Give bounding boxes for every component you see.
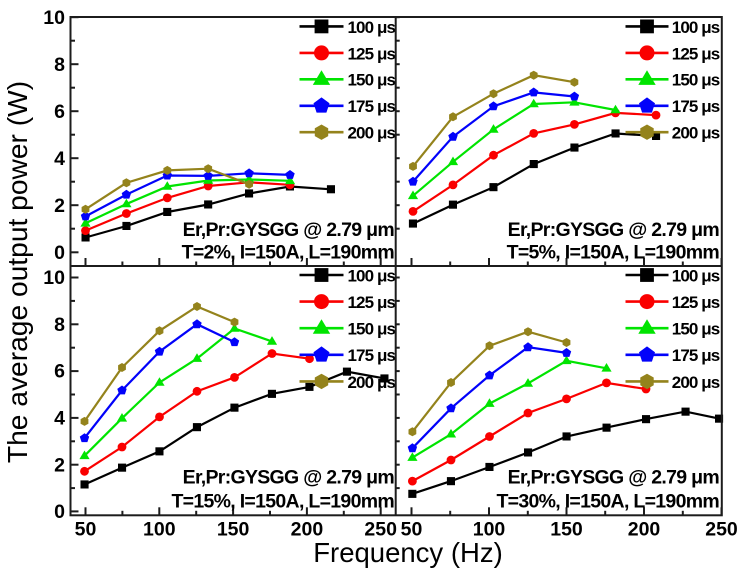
svg-text:8: 8 bbox=[54, 54, 65, 76]
svg-text:200 μs: 200 μs bbox=[672, 373, 720, 392]
svg-text:100: 100 bbox=[143, 519, 176, 541]
svg-text:150 μs: 150 μs bbox=[672, 320, 720, 339]
svg-text:100 μs: 100 μs bbox=[348, 266, 396, 285]
svg-text:175 μs: 175 μs bbox=[348, 346, 396, 365]
svg-text:T=2%, I=150A, L=190mm: T=2%, I=150A, L=190mm bbox=[182, 242, 395, 264]
svg-text:4: 4 bbox=[54, 148, 65, 170]
svg-text:6: 6 bbox=[54, 361, 65, 383]
svg-text:125 μs: 125 μs bbox=[348, 293, 396, 312]
svg-text:175 μs: 175 μs bbox=[348, 97, 396, 116]
svg-text:175 μs: 175 μs bbox=[672, 346, 720, 365]
svg-text:100 μs: 100 μs bbox=[348, 18, 396, 37]
svg-text:6: 6 bbox=[54, 101, 65, 123]
svg-text:100 μs: 100 μs bbox=[672, 266, 720, 285]
svg-text:50: 50 bbox=[401, 519, 423, 541]
svg-text:200 μs: 200 μs bbox=[348, 124, 396, 143]
svg-text:125 μs: 125 μs bbox=[672, 44, 720, 63]
svg-text:2: 2 bbox=[54, 454, 65, 476]
svg-text:175 μs: 175 μs bbox=[672, 97, 720, 116]
svg-text:150 μs: 150 μs bbox=[672, 71, 720, 90]
svg-text:T=5%, I=150A, L=190mm: T=5%, I=150A, L=190mm bbox=[507, 242, 720, 264]
svg-text:The average output power (W): The average output power (W) bbox=[1, 81, 33, 463]
svg-text:Er,Pr:GYSGG @ 2.79 μm: Er,Pr:GYSGG @ 2.79 μm bbox=[183, 219, 395, 241]
svg-text:0: 0 bbox=[54, 242, 65, 264]
svg-text:150: 150 bbox=[217, 519, 250, 541]
svg-text:10: 10 bbox=[43, 267, 65, 289]
svg-text:200: 200 bbox=[628, 519, 661, 541]
svg-text:100 μs: 100 μs bbox=[672, 18, 720, 37]
svg-text:250: 250 bbox=[705, 519, 738, 541]
svg-text:200 μs: 200 μs bbox=[672, 124, 720, 143]
svg-text:T=30%, I=150A, L=190mm: T=30%, I=150A, L=190mm bbox=[496, 491, 719, 513]
svg-text:250: 250 bbox=[364, 519, 397, 541]
svg-text:50: 50 bbox=[75, 519, 97, 541]
svg-text:0: 0 bbox=[54, 501, 65, 523]
svg-text:4: 4 bbox=[54, 408, 65, 430]
svg-text:Frequency (Hz): Frequency (Hz) bbox=[313, 537, 503, 568]
svg-text:Er,Pr:GYSGG @ 2.79 μm: Er,Pr:GYSGG @ 2.79 μm bbox=[508, 219, 720, 241]
svg-text:150 μs: 150 μs bbox=[348, 71, 396, 90]
svg-text:Er,Pr:GYSGG @ 2.79 μm: Er,Pr:GYSGG @ 2.79 μm bbox=[183, 467, 395, 489]
svg-text:Er,Pr:GYSGG @ 2.79 μm: Er,Pr:GYSGG @ 2.79 μm bbox=[508, 467, 720, 489]
svg-text:100: 100 bbox=[473, 519, 506, 541]
svg-text:125 μs: 125 μs bbox=[348, 44, 396, 63]
svg-text:T=15%, I=150A, L=190mm: T=15%, I=150A, L=190mm bbox=[171, 491, 394, 513]
svg-text:10: 10 bbox=[43, 7, 65, 29]
svg-text:125 μs: 125 μs bbox=[672, 293, 720, 312]
svg-text:2: 2 bbox=[54, 195, 65, 217]
svg-text:8: 8 bbox=[54, 314, 65, 336]
svg-text:200 μs: 200 μs bbox=[348, 373, 396, 392]
svg-text:150 μs: 150 μs bbox=[348, 320, 396, 339]
svg-text:200: 200 bbox=[291, 519, 324, 541]
svg-text:150: 150 bbox=[550, 519, 583, 541]
